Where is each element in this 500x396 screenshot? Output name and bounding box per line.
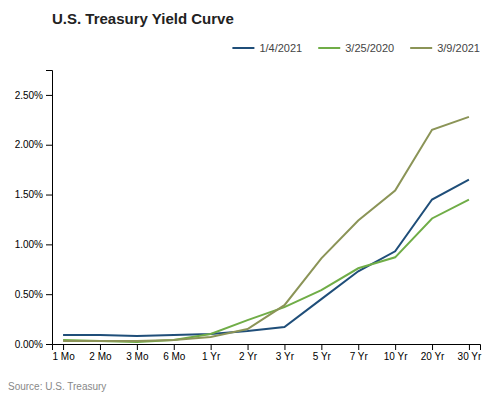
x-tick: 1 Yr — [202, 344, 221, 362]
x-tick-label: 20 Yr — [421, 351, 445, 362]
x-tick: 2 Mo — [89, 344, 112, 362]
y-tick-mark — [46, 95, 52, 96]
x-tick-label: 2 Yr — [239, 351, 258, 362]
y-axis: 0.00% 0.50% 1.00% 1.50% 2.00% 2.50% — [15, 71, 53, 350]
y-tick-label: 0.50% — [15, 289, 43, 300]
series-group — [63, 117, 469, 342]
plot: 0.00% 0.50% 1.00% 1.50% 2.00% 2.50% 1 Mo 2 Mo 3 … — [15, 71, 482, 363]
series-line — [63, 200, 469, 342]
x-tick-label: 3 Yr — [276, 351, 295, 362]
y-tick: 0.50% — [15, 289, 52, 300]
y-tick-label: 1.50% — [15, 189, 43, 200]
x-tick: 5 Yr — [313, 344, 332, 362]
x-tick: 20 Yr — [421, 344, 445, 362]
y-tick-mark — [46, 344, 52, 345]
x-tick: 3 Mo — [126, 344, 149, 362]
x-tick: 6 Mo — [163, 344, 186, 362]
y-tick-label: 2.00% — [15, 139, 43, 150]
y-tick-label: 0.00% — [15, 339, 43, 350]
legend-swatch — [318, 47, 340, 49]
legend: 1/4/2021 3/25/2020 3/9/2021 — [232, 42, 480, 54]
legend-entry: 1/4/2021 — [232, 42, 302, 54]
legend-entry: 3/25/2020 — [318, 42, 394, 54]
x-tick: 3 Yr — [276, 344, 295, 362]
y-tick: 2.50% — [15, 90, 52, 101]
series-line — [63, 117, 469, 341]
x-tick-mark — [63, 344, 64, 350]
y-tick-mark — [46, 145, 52, 146]
title: U.S. Treasury Yield Curve — [52, 10, 234, 27]
x-tick: 30 Yr — [458, 344, 482, 362]
y-tick-mark — [46, 195, 52, 196]
x-axis-line — [53, 345, 481, 351]
legend-label: 3/9/2021 — [437, 42, 480, 54]
y-tick: 1.50% — [15, 189, 52, 200]
y-tick-label: 1.00% — [15, 239, 43, 250]
legend-swatch — [410, 47, 432, 49]
x-tick: 7 Yr — [350, 344, 369, 362]
x-tick-label: 5 Yr — [313, 351, 332, 362]
y-tick-label: 2.50% — [15, 90, 43, 101]
x-tick: 10 Yr — [384, 344, 408, 362]
y-tick: 1.00% — [15, 239, 52, 250]
x-tick-mark — [321, 344, 322, 350]
y-axis-line — [46, 71, 53, 345]
x-tick-label: 1 Mo — [52, 351, 75, 362]
x-tick: 1 Mo — [52, 344, 75, 362]
y-tick-mark — [46, 294, 52, 295]
x-tick-mark — [248, 344, 249, 350]
x-tick-label: 1 Yr — [202, 351, 221, 362]
x-tick-mark — [284, 344, 285, 350]
x-tick-label: 10 Yr — [384, 351, 408, 362]
legend-swatch — [232, 47, 254, 49]
x-tick-label: 7 Yr — [350, 351, 369, 362]
x-tick-mark — [174, 344, 175, 350]
y-tick: 2.00% — [15, 139, 52, 150]
annotation: Source: U.S. Treasury — [8, 381, 106, 392]
legend-entry: 3/9/2021 — [410, 42, 480, 54]
x-tick: 2 Yr — [239, 344, 258, 362]
x-tick-mark — [395, 344, 396, 350]
x-tick-mark — [211, 344, 212, 350]
x-tick-mark — [432, 344, 433, 350]
x-tick-label: 6 Mo — [163, 351, 186, 362]
x-axis: 1 Mo 2 Mo 3 Mo 6 Mo 1 Yr 2 Yr 3 Yr 5 Yr 7 Yr 10 Y… — [52, 344, 482, 362]
x-tick-mark — [469, 344, 470, 350]
x-tick-mark — [358, 344, 359, 350]
legend-label: 3/25/2020 — [345, 42, 394, 54]
x-tick-mark — [137, 344, 138, 350]
x-tick-mark — [100, 344, 101, 350]
x-tick-label: 2 Mo — [89, 351, 112, 362]
y-tick-mark — [46, 244, 52, 245]
legend-label: 1/4/2021 — [259, 42, 302, 54]
x-tick-label: 30 Yr — [458, 351, 482, 362]
chart: U.S. Treasury Yield Curve 0.00% 0.50% 1.00%… — [0, 0, 500, 396]
y-tick: 0.00% — [15, 339, 52, 350]
x-tick-label: 3 Mo — [126, 351, 149, 362]
